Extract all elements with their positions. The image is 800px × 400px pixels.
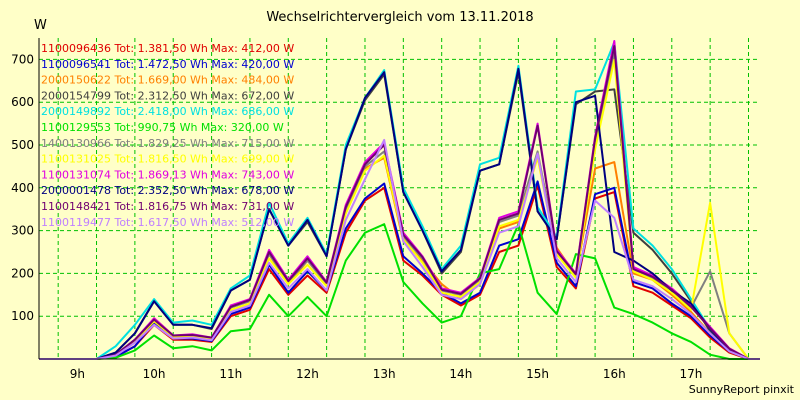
x-tick-label: 11h — [219, 367, 242, 381]
legend-entry: 1100131074 Tot: 1.869,13 Wh Max: 743,00 … — [41, 168, 294, 181]
y-tick-label: 100 — [11, 309, 34, 323]
x-tick-label: 12h — [296, 367, 319, 381]
chart-title: Wechselrichtervergleich vom 13.11.2018 — [266, 10, 534, 25]
legend-entry: 1100148421 Tot: 1.816,75 Wh Max: 731,00 … — [41, 200, 294, 213]
x-tick-label: 15h — [526, 367, 549, 381]
x-tick-label: 16h — [603, 367, 626, 381]
legend-entry: 1100129553 Tot: 990,75 Wh Max: 320,00 W — [41, 121, 284, 134]
series-line-11 — [39, 45, 760, 360]
series-line-12 — [39, 138, 760, 360]
legend-entry: 2000001478 Tot: 2.352,50 Wh Max: 678,00 … — [41, 184, 294, 197]
y-tick-label: 200 — [11, 266, 34, 280]
series-line-6 — [39, 223, 760, 360]
x-tick-label: 9h — [70, 367, 85, 381]
y-axis-unit-label: W — [34, 18, 47, 33]
x-tick-label: 13h — [373, 367, 396, 381]
series-line-10 — [39, 67, 760, 360]
legend-entry: 2000150622 Tot: 1.669,00 Wh Max: 484,00 … — [41, 74, 294, 87]
footer-credit: SunnyReport pinxit — [688, 383, 794, 396]
x-tick-label: 14h — [449, 367, 472, 381]
legend-entry: 1100096436 Tot: 1.381,50 Wh Max: 412,00 … — [41, 42, 294, 55]
legend-entry: 1100096541 Tot: 1.472,50 Wh Max: 420,00 … — [41, 58, 294, 71]
y-tick-label: 700 — [11, 52, 34, 66]
x-tick-label: 10h — [143, 367, 166, 381]
series-line-2 — [39, 180, 760, 360]
y-tick-label: 500 — [11, 138, 34, 152]
legend-entry: 2000149892 Tot: 2.418,00 Wh Max: 686,00 … — [41, 105, 294, 118]
legend-entry: 1100119477 Tot: 1.617,50 Wh Max: 512,00 … — [41, 216, 294, 229]
y-tick-label: 400 — [11, 181, 34, 195]
legend-entry: 1400130966 Tot: 1.829,25 Wh Max: 715,00 … — [41, 137, 294, 150]
y-tick-label: 300 — [11, 224, 34, 238]
y-tick-label: 600 — [11, 95, 34, 109]
legend-entry: 2000154799 Tot: 2.312,50 Wh Max: 672,00 … — [41, 89, 294, 102]
legend-entry: 1100131025 Tot: 1.816,50 Wh Max: 699,00 … — [41, 153, 294, 166]
x-tick-label: 17h — [680, 367, 703, 381]
